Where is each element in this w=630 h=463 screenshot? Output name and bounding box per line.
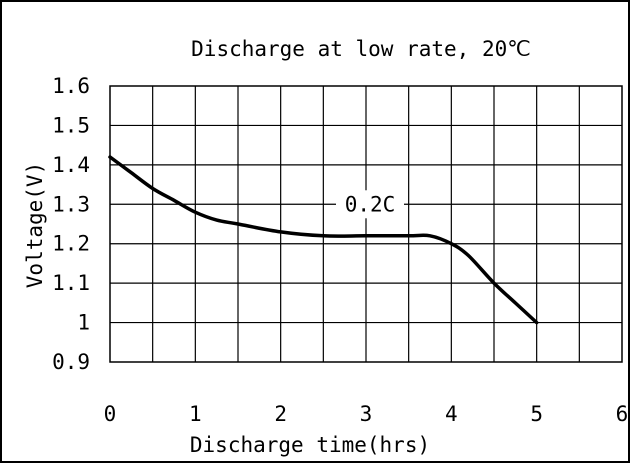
y-tick-label: 1.1 xyxy=(52,271,90,295)
y-tick-label: 1 xyxy=(77,311,90,335)
x-tick-label: 3 xyxy=(360,402,373,426)
x-tick-label: 6 xyxy=(616,402,629,426)
x-tick-label: 4 xyxy=(445,402,458,426)
series-label-background xyxy=(336,190,404,219)
series-label: 0.2C xyxy=(345,192,396,216)
y-tick-label: 1.5 xyxy=(52,113,90,137)
x-tick-label: 5 xyxy=(530,402,543,426)
y-tick-label: 1.6 xyxy=(52,74,90,98)
y-tick-label: 0.9 xyxy=(52,350,90,374)
y-axis-label: Voltage(V) xyxy=(23,162,47,288)
series-line xyxy=(108,155,539,325)
x-axis-label: Discharge time(hrs) xyxy=(190,433,430,457)
x-tick-label: 0 xyxy=(104,402,117,426)
x-tick-label: 2 xyxy=(274,402,287,426)
tick-labels: 1.6 1.5 1.4 1.3 1.2 1.1 1 0.9 0 1 2 3 4 5 6 xyxy=(52,74,628,426)
grid-lines xyxy=(109,85,623,363)
chart-title: Discharge at low rate, 20℃ xyxy=(191,37,531,61)
x-tick-label: 1 xyxy=(189,402,202,426)
y-tick-label: 1.3 xyxy=(52,192,90,216)
y-tick-label: 1.2 xyxy=(52,232,90,256)
series-layer: 0.2C xyxy=(108,155,539,325)
y-tick-label: 1.4 xyxy=(52,153,90,177)
